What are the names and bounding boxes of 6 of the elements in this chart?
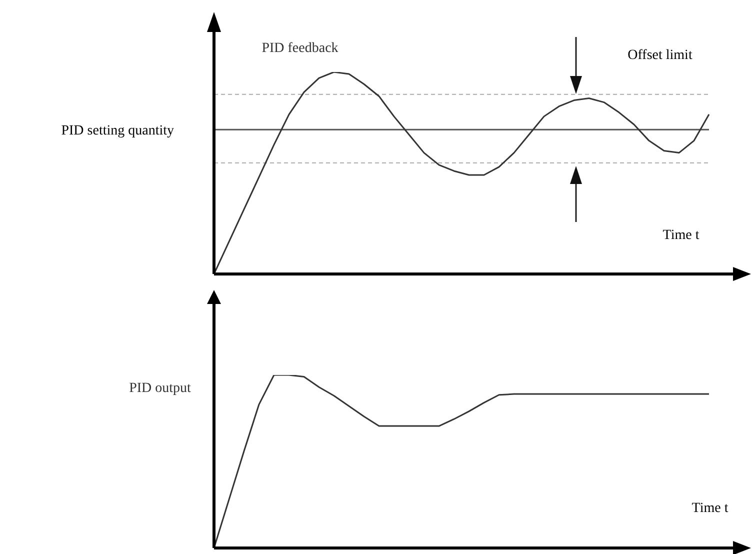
text: Offset limit — [626, 48, 694, 64]
series-label: PID feedback — [260, 41, 340, 57]
text: PID output — [128, 381, 192, 397]
x-axis-title: Time t — [662, 228, 700, 244]
x-axis-title: Time t — [690, 501, 730, 517]
ref-line-label: PID setting quantity — [61, 124, 174, 139]
